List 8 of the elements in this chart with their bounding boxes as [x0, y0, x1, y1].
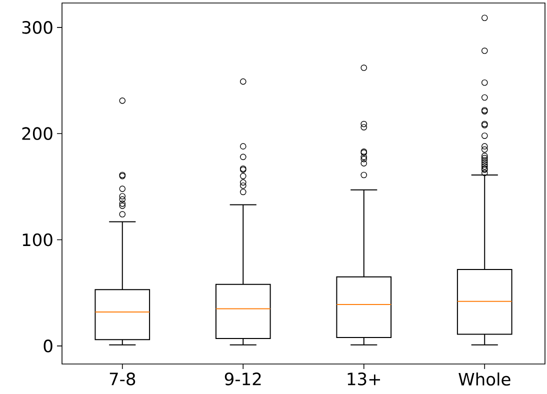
x-tick-label: 7-8 [110, 372, 136, 386]
y-tick-label: 100 [22, 233, 52, 246]
x-tick-label: 9-12 [224, 372, 261, 386]
y-tick-label: 200 [22, 127, 52, 140]
y-tick-label: 300 [22, 20, 52, 34]
x-tick-label: 13+ [348, 372, 380, 386]
x-tick-label: Whole [458, 372, 510, 386]
y-tick-label: 0 [44, 340, 52, 352]
